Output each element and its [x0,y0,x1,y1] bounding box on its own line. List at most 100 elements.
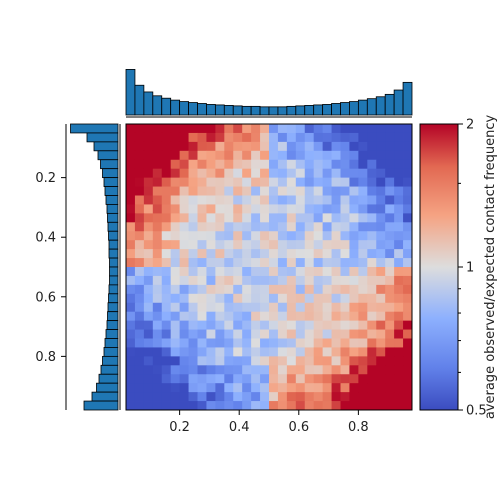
heatmap-cell [161,293,172,304]
heatmap-cell [286,320,297,330]
heatmap-cell [188,267,198,277]
heatmap-cell [394,150,404,161]
heatmap-cell [367,293,377,304]
heatmap-cell [340,177,350,187]
heatmap-cell [376,150,386,161]
heatmap-cell [242,177,252,187]
heatmap-cell [179,249,189,259]
heatmap-cell [179,150,189,161]
heatmap-cell [233,204,243,214]
heatmap-cell [403,141,413,152]
heatmap-cell [394,401,404,411]
heatmap-cell [134,356,145,366]
heatmap-cell [286,356,297,366]
heatmap-cell [304,374,315,384]
heatmap-cell [126,284,136,295]
heatmap-cell [233,186,243,196]
heatmap-cell [170,150,181,161]
heatmap-cell [242,347,252,357]
heatmap-cell [143,302,154,313]
heatmap-cell [206,293,216,304]
heatmap-cell [242,240,252,250]
heatmap-cell [403,204,413,214]
heatmap-cell [170,338,181,348]
heatmap-cell [161,213,172,223]
top-histogram-bar [349,101,359,116]
heatmap-cell [322,311,332,322]
heatmap-cell [224,383,234,393]
heatmap-cell [251,124,261,134]
heatmap-cell [349,132,359,143]
heatmap-cell [286,141,297,152]
heatmap-cell [224,392,234,402]
heatmap-cell [295,258,306,268]
top-histogram-bar [259,106,270,116]
heatmap-cell [277,231,288,241]
heatmap-cell [260,293,270,304]
heatmap-cell [340,124,350,134]
heatmap-cell [313,168,324,179]
heatmap-cell [242,132,252,143]
heatmap-cell [313,240,324,250]
heatmap-cell [188,275,198,286]
heatmap-cell [143,249,154,259]
heatmap-cell [403,124,413,134]
heatmap-cell [313,159,324,170]
heatmap-cell [269,302,279,313]
heatmap-cell [215,356,225,366]
heatmap-cell [143,231,154,241]
heatmap-cell [367,258,377,268]
left-histogram-bar [106,320,119,330]
heatmap-cell [358,186,368,196]
heatmap-cell [233,168,243,179]
heatmap-cell [197,168,207,179]
colorbar: 210.5 [419,118,487,419]
heatmap-cell [143,275,154,286]
heatmap-cell [260,267,270,277]
heatmap-cell [170,240,181,250]
heatmap-cell [349,159,359,170]
heatmap-cell [161,132,172,143]
heatmap-cell [403,168,413,179]
heatmap-cell [206,329,216,339]
heatmap-cell [134,231,145,241]
heatmap-cell [170,302,181,313]
heatmap-cell [313,365,324,375]
heatmap-cell [152,365,163,375]
heatmap-cell [385,177,395,187]
heatmap-cell [376,374,386,384]
heatmap-cell [206,204,216,214]
heatmap-cell [277,267,288,277]
heatmap-cell [215,159,225,170]
heatmap-cell [161,383,172,393]
heatmap-cell [170,374,181,384]
heatmap-cell [277,159,288,170]
heatmap-cell [215,293,225,304]
heatmap-cell [215,249,225,259]
left-histogram-bar [83,400,119,411]
heatmap-cell [385,249,395,259]
heatmap-cell [170,275,181,286]
heatmap-cell [152,258,163,268]
heatmap-cell [233,293,243,304]
heatmap-cell [349,374,359,384]
y-axis: 0.2 0.4 0.6 0.8 [35,171,66,365]
heatmap-cell [322,186,332,196]
heatmap-cell [358,141,368,152]
heatmap-cell [403,231,413,241]
heatmap-cell [179,320,189,330]
heatmap-cell [260,365,270,375]
heatmap-cell [161,302,172,313]
heatmap-cell [188,392,198,402]
heatmap-cell [340,365,350,375]
heatmap-cell [242,150,252,161]
heatmap-cell [260,195,270,205]
heatmap-cell [304,302,315,313]
x-tick-label: 0.4 [229,420,250,435]
heatmap-cell [286,168,297,179]
heatmap-cell [322,213,332,223]
heatmap-cell [394,222,404,232]
heatmap-cell [376,258,386,268]
heatmap-cell [161,222,172,232]
top-histogram-bar [277,106,288,116]
